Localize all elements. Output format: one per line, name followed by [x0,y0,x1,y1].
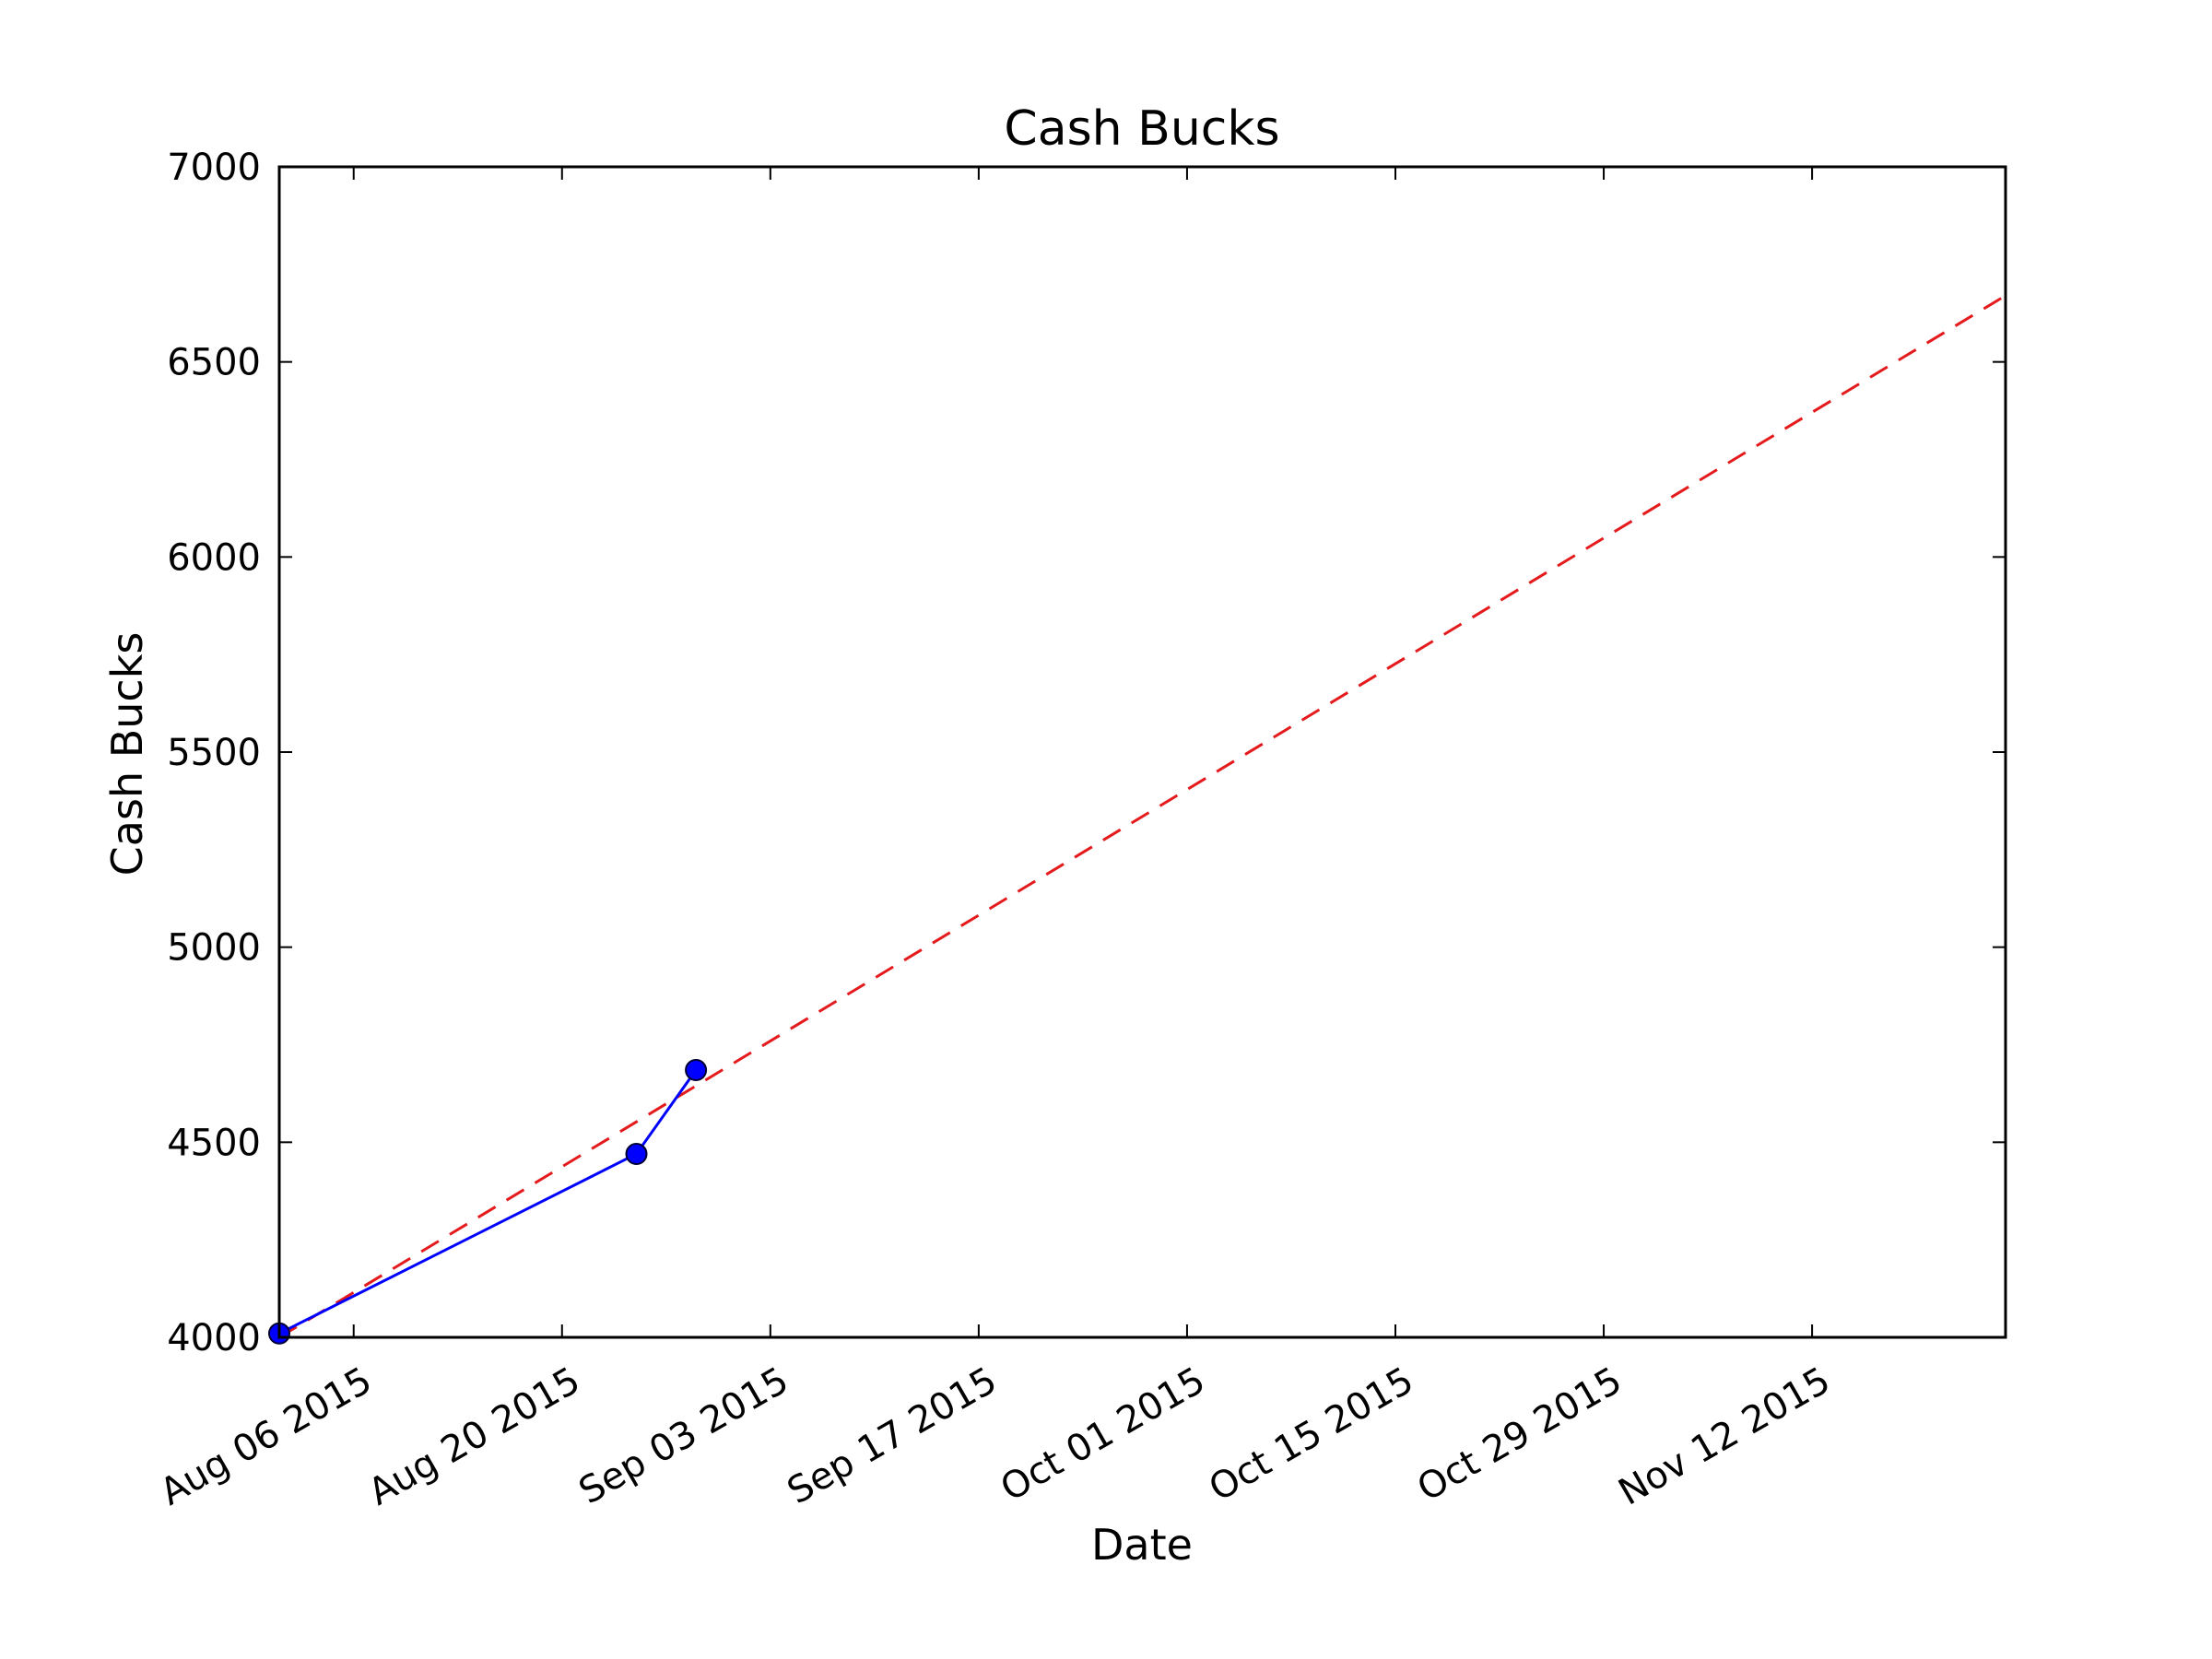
data-point [685,1059,708,1082]
y-axis-label: Cash Bucks [102,632,152,877]
data-point [625,1143,648,1166]
y-tick-label: 5000 [167,927,261,970]
y-tick-label: 5500 [167,732,261,774]
y-tick-label: 6000 [167,536,261,579]
trend-line [278,294,2006,1339]
x-axis-label: Date [1091,1520,1193,1570]
y-axis-ticks: 4000 4500 5000 5500 6000 6500 7000 [167,147,2006,1359]
y-tick-label: 4500 [167,1122,261,1164]
axes-frame [277,165,2007,1339]
y-tick-label: 7000 [167,147,261,189]
plot-area [268,294,2006,1345]
y-tick-label: 4000 [167,1317,261,1359]
chart-title: Cash Bucks [1004,101,1279,157]
y-tick-label: 6500 [167,342,261,384]
